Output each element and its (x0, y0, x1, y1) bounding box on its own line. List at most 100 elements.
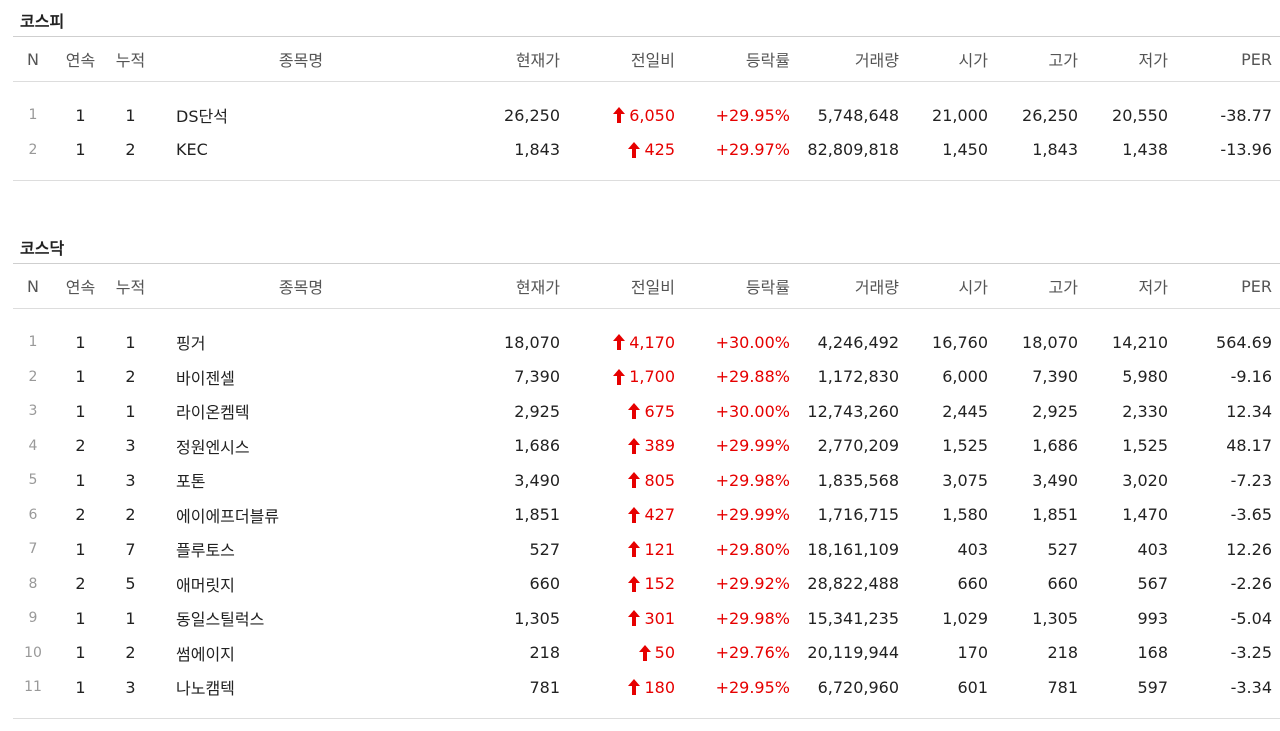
open-price-cell: 601 (957, 677, 988, 697)
change-cell: 6,050 (573, 98, 675, 133)
change-rate-cell: +29.97% (715, 140, 790, 160)
current-price-cell: 1,843 (514, 140, 560, 160)
header-low: 저가 (1138, 51, 1168, 70)
consecutive-days-cell: 2 (75, 574, 86, 594)
cumulative-count-cell: 3 (125, 470, 136, 490)
up-arrow-icon (613, 368, 626, 385)
rank-cell: 11 (24, 679, 42, 696)
change-value: 4,170 (629, 332, 675, 352)
up-arrow-icon (613, 334, 626, 351)
header-change: 전일비 (630, 51, 675, 70)
stock-name-link[interactable]: 포톤 (176, 472, 206, 492)
open-price-cell: 2,445 (942, 401, 988, 421)
high-price-cell: 1,843 (1032, 140, 1078, 160)
header-consecutive: 연속 (65, 278, 96, 297)
current-price-cell: 781 (529, 677, 560, 697)
stock-name-link[interactable]: 썸에이지 (176, 644, 235, 664)
high-price-cell: 3,490 (1032, 470, 1078, 490)
change-rate-cell: +29.76% (715, 643, 790, 663)
change-cell: 427 (573, 498, 675, 533)
high-price-cell: 1,851 (1032, 505, 1078, 525)
table-row: 2 1 2 바이젠셀 7,390 1,700 +29.88% 1,172,830 6,000 7,… (13, 360, 1280, 395)
stock-name-link[interactable]: 나노캠텍 (176, 679, 235, 699)
cumulative-count-cell: 3 (125, 677, 136, 697)
per-cell: 12.34 (1226, 401, 1272, 421)
rank-cell: 5 (28, 472, 38, 489)
consecutive-days-cell: 1 (75, 643, 86, 663)
consecutive-days-cell: 2 (75, 436, 86, 456)
volume-cell: 15,341,235 (807, 608, 899, 628)
change-cell: 121 (573, 532, 675, 567)
up-arrow-icon (628, 403, 641, 420)
rank-cell: 6 (28, 506, 38, 523)
rank-cell: 1 (28, 334, 38, 351)
stock-name-link[interactable]: KEC (176, 140, 208, 160)
section-title-kospi: 코스피 (20, 12, 65, 31)
stock-name-link[interactable]: 바이젠셀 (176, 368, 235, 388)
high-price-cell: 527 (1047, 539, 1078, 559)
open-price-cell: 1,029 (942, 608, 988, 628)
change-cell: 50 (573, 636, 675, 671)
current-price-cell: 527 (529, 539, 560, 559)
change-rate-cell: +29.95% (715, 105, 790, 125)
header-divider (13, 81, 1280, 82)
up-arrow-icon (638, 644, 651, 661)
header-per: PER (1241, 49, 1272, 69)
low-price-cell: 3,020 (1122, 470, 1168, 490)
table-row: 11 1 3 나노캠텍 781 180 +29.95% 6,720,960 601 781 597-… (13, 670, 1280, 705)
up-arrow-icon (628, 575, 641, 592)
high-price-cell: 26,250 (1022, 105, 1078, 125)
current-price-cell: 18,070 (504, 332, 560, 352)
consecutive-days-cell: 1 (75, 140, 86, 160)
current-price-cell: 1,686 (514, 436, 560, 456)
stock-name-link[interactable]: 정원엔시스 (176, 437, 250, 457)
header-n: N (27, 49, 39, 69)
rank-cell: 1 (28, 107, 38, 124)
header-high: 고가 (1048, 51, 1078, 70)
header-cumulative: 누적 (115, 51, 146, 70)
header-change-rate: 등락률 (745, 278, 790, 297)
table-row: 1 1 1 핑거 18,070 4,170 +30.00% 4,246,492 16,760 18… (13, 325, 1280, 360)
change-rate-cell: +29.99% (715, 505, 790, 525)
stock-name-link[interactable]: 플루토스 (176, 541, 235, 561)
body-bottom-padding (13, 705, 1280, 718)
low-price-cell: 5,980 (1122, 367, 1168, 387)
consecutive-days-cell: 2 (75, 505, 86, 525)
table-bottom-rule (13, 717, 1280, 719)
header-low: 저가 (1138, 278, 1168, 297)
per-cell: -7.23 (1230, 470, 1272, 490)
stock-name-link[interactable]: 라이온켐텍 (176, 403, 250, 423)
stock-name-link[interactable]: 에이에프더블류 (176, 506, 280, 526)
change-value: 427 (644, 505, 675, 525)
cumulative-count-cell: 1 (125, 401, 136, 421)
change-rate-cell: +29.99% (715, 436, 790, 456)
per-cell: -3.25 (1230, 643, 1272, 663)
change-cell: 301 (573, 601, 675, 636)
volume-cell: 4,246,492 (817, 332, 899, 352)
open-price-cell: 403 (957, 539, 988, 559)
per-cell: 48.17 (1226, 436, 1272, 456)
up-arrow-icon (628, 141, 641, 158)
change-value: 121 (644, 539, 675, 559)
change-rate-cell: +29.95% (715, 677, 790, 697)
current-price-cell: 1,851 (514, 505, 560, 525)
header-divider (13, 308, 1280, 309)
table-bottom-rule (13, 180, 1280, 181)
change-rate-cell: +29.88% (715, 367, 790, 387)
header-change-rate: 등락률 (745, 51, 790, 70)
stock-name-link[interactable]: 핑거 (176, 334, 206, 354)
low-price-cell: 993 (1137, 608, 1168, 628)
up-arrow-icon (628, 679, 641, 696)
change-cell: 675 (573, 394, 675, 429)
stock-name-link[interactable]: 동일스틸럭스 (176, 610, 265, 630)
header-open: 시가 (958, 51, 988, 70)
table-row: 3 1 1 라이온켐텍 2,925 675 +30.00% 12,743,260 2,445 2,… (13, 394, 1280, 429)
stock-name-link[interactable]: 애머릿지 (176, 575, 235, 595)
low-price-cell: 1,470 (1122, 505, 1168, 525)
cumulative-count-cell: 2 (125, 505, 136, 525)
high-price-cell: 18,070 (1022, 332, 1078, 352)
change-cell: 425 (573, 133, 675, 168)
change-rate-cell: +29.92% (715, 574, 790, 594)
cumulative-count-cell: 1 (125, 105, 136, 125)
stock-name-link[interactable]: DS단석 (176, 107, 228, 127)
